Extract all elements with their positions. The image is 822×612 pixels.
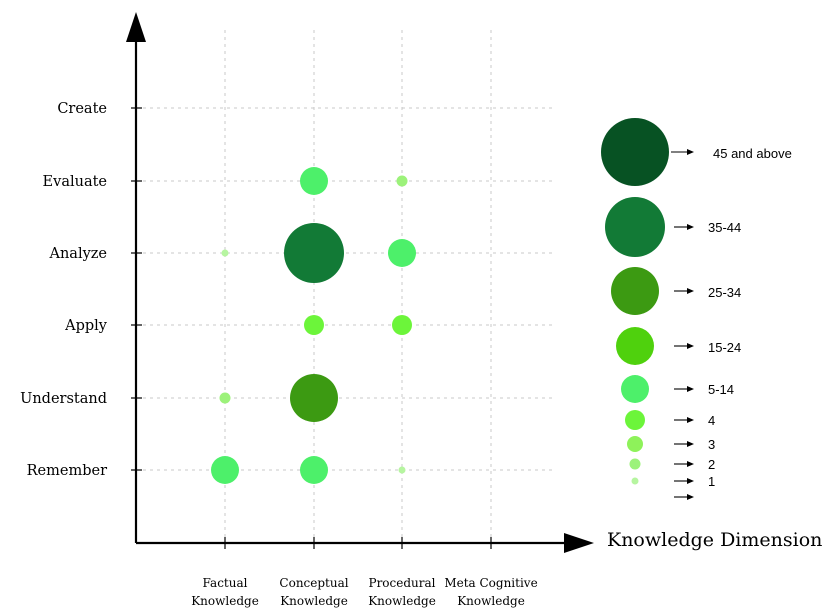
legend-arrowhead-25-34 [687,288,694,294]
x-tick-label-meta-cognitive-knowledge: Meta Cognitive Knowledge [444,576,537,608]
legend-swatch-4 [625,410,645,430]
legend-label-35-44: 35-44 [708,220,741,235]
legend-label-15-24: 15-24 [708,340,741,355]
x-tick-label-conceptual-knowledge: Conceptual Knowledge [279,576,348,608]
bubble-understand-factual-knowledge [219,392,231,404]
bubble-understand-conceptual-knowledge [290,374,338,422]
legend-swatch-1 [631,477,639,485]
legend-label-5-14: 5-14 [708,382,734,397]
bubble-remember-factual-knowledge [211,456,239,484]
legend-arrowhead-15-24 [687,343,694,349]
legend-label-3: 3 [708,437,715,452]
legend-label-45-and-above: 45 and above [713,146,792,161]
legend-label-1: 1 [708,474,715,489]
legend-arrowhead-45-and-above [687,149,694,155]
y-tick-label-evaluate: Evaluate [43,174,107,190]
legend-swatch-3 [627,436,643,452]
grid [136,30,552,543]
legend-arrowhead-1 [687,478,694,484]
y-tick-label-understand: Understand [20,391,107,407]
y-tick-label-analyze: Analyze [48,246,107,262]
bubble-remember-procedural-knowledge [398,466,406,474]
axes [126,12,594,553]
bubble-analyze-conceptual-knowledge [284,223,344,283]
legend-label-4: 4 [708,413,715,428]
legend-swatch-2 [629,458,641,470]
legend-arrowhead-3 [687,441,694,447]
bubble-analyze-factual-knowledge [221,249,229,257]
legend-arrowhead-2 [687,461,694,467]
y-tick-label-remember: Remember [27,463,107,479]
legend-arrowhead-4 [687,417,694,423]
legend-label-25-34: 25-34 [708,285,741,300]
legend-label-2: 2 [708,457,715,472]
bubble-evaluate-conceptual-knowledge [300,167,328,195]
legend-swatch-35-44 [605,197,665,257]
bubble-evaluate-procedural-knowledge [396,175,408,187]
bubble-apply-procedural-knowledge [392,315,412,335]
legend-arrowhead-5-14 [687,386,694,392]
legend-swatch-5-14 [621,375,649,403]
y-tick-labels: Remember Understand Apply Analyze Evaluate Cr… [20,101,142,479]
bubble-apply-conceptual-knowledge [304,315,324,335]
y-tick-label-apply: Apply [64,318,108,334]
bubbles [211,167,416,484]
y-axis-arrow [126,12,146,42]
legend-swatch-45-and-above [601,118,669,186]
legend-arrowhead-blank [687,494,694,500]
x-tick-label-factual-knowledge: Factual Knowledge [191,576,259,608]
x-axis-arrow [564,533,594,553]
legend-arrowhead-35-44 [687,224,694,230]
legend-swatch-25-34 [611,267,659,315]
legend-swatch-15-24 [616,327,654,365]
bubble-remember-conceptual-knowledge [300,456,328,484]
bubble-analyze-procedural-knowledge [388,239,416,267]
y-tick-label-create: Create [57,101,107,117]
x-axis-title: Knowledge Dimension [607,529,822,551]
x-tick-label-procedural-knowledge: Procedural Knowledge [368,576,436,608]
legend: 45 and above 35-44 25-34 15-24 5-14 4 3 2 1 [601,118,792,500]
x-tick-labels: Factual Knowledge Conceptual Knowledge Proce… [191,537,538,608]
